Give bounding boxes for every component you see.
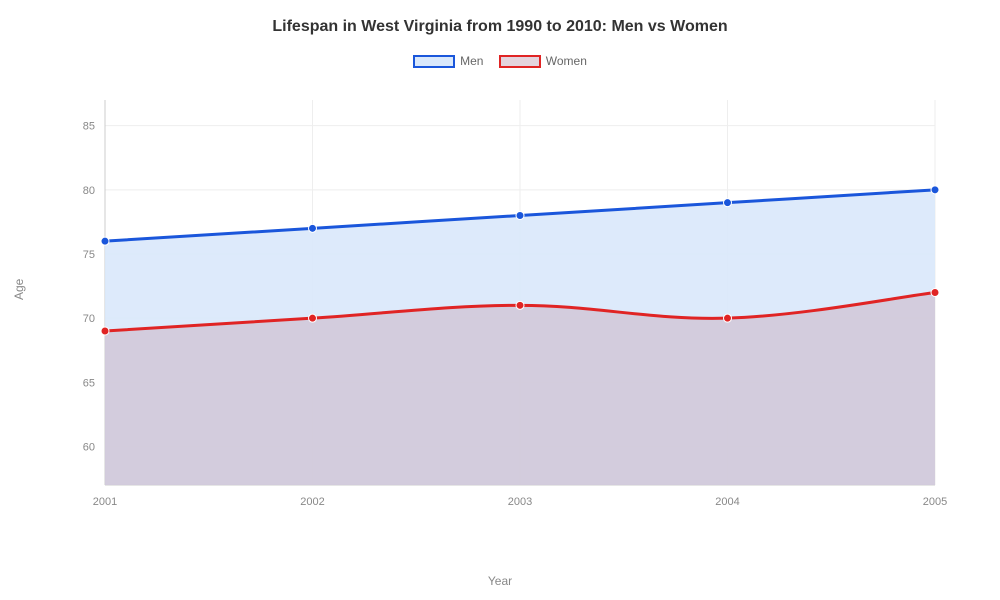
legend-item-men: Men xyxy=(413,54,483,68)
plot-area: 2001 2002 2003 2004 2005 60 65 70 75 80 85 xyxy=(60,90,960,530)
svg-text:2005: 2005 xyxy=(923,496,947,508)
chart-container: Lifespan in West Virginia from 1990 to 2… xyxy=(0,0,1000,600)
legend: Men Women xyxy=(0,54,1000,68)
x-axis-title: Year xyxy=(0,574,1000,588)
svg-text:2001: 2001 xyxy=(93,496,117,508)
svg-text:2004: 2004 xyxy=(715,496,739,508)
plot-svg: 2001 2002 2003 2004 2005 60 65 70 75 80 85 xyxy=(60,90,960,530)
svg-text:80: 80 xyxy=(83,185,95,197)
svg-text:60: 60 xyxy=(83,442,95,454)
legend-swatch-women xyxy=(499,55,541,68)
svg-text:2002: 2002 xyxy=(300,496,324,508)
legend-item-women: Women xyxy=(499,54,587,68)
legend-label-men: Men xyxy=(460,54,483,68)
svg-text:2003: 2003 xyxy=(508,496,532,508)
svg-text:85: 85 xyxy=(83,121,95,133)
svg-text:75: 75 xyxy=(83,249,95,261)
svg-text:65: 65 xyxy=(83,377,95,389)
y-axis-title: Age xyxy=(12,279,26,300)
legend-swatch-men xyxy=(413,55,455,68)
svg-text:70: 70 xyxy=(83,313,95,325)
chart-title: Lifespan in West Virginia from 1990 to 2… xyxy=(0,0,1000,36)
legend-label-women: Women xyxy=(546,54,587,68)
